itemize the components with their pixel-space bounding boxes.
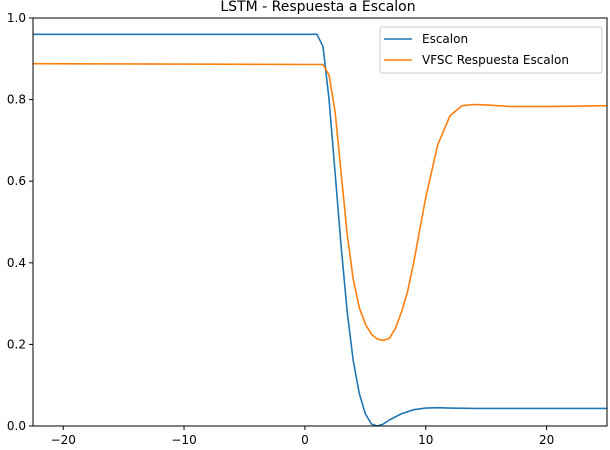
axes-frame [32,17,608,427]
plot-area [32,33,608,427]
series-line-1 [32,62,608,342]
x-tick-label: −20 [51,433,76,447]
y-tick-label: 0.4 [7,256,26,270]
axes-border [32,17,608,427]
legend-box [379,26,603,74]
y-tick-label: 1.0 [7,11,26,25]
series-line-0 [33,33,607,427]
legend-label-vfsc: VFSC Respuesta Escalon [422,53,569,67]
x-tick-label: 10 [418,433,433,447]
y-tick-label: 0.0 [7,419,26,433]
legend: Escalon VFSC Respuesta Escalon [379,26,603,74]
y-tick-label: 0.6 [7,174,26,188]
x-tick-label: 0 [301,433,309,447]
y-axis: 0.0 0.2 0.4 0.6 0.8 1.0 [7,11,33,433]
y-tick-label: 0.2 [7,337,26,351]
chart-title: LSTM - Respuesta a Escalon [220,0,415,15]
x-tick-label: 20 [539,433,554,447]
x-tick-label: −10 [171,433,196,447]
legend-label-escalon: Escalon [422,32,468,46]
y-tick-label: 0.8 [7,93,26,107]
x-axis: −20 −10 0 10 20 [51,426,554,447]
